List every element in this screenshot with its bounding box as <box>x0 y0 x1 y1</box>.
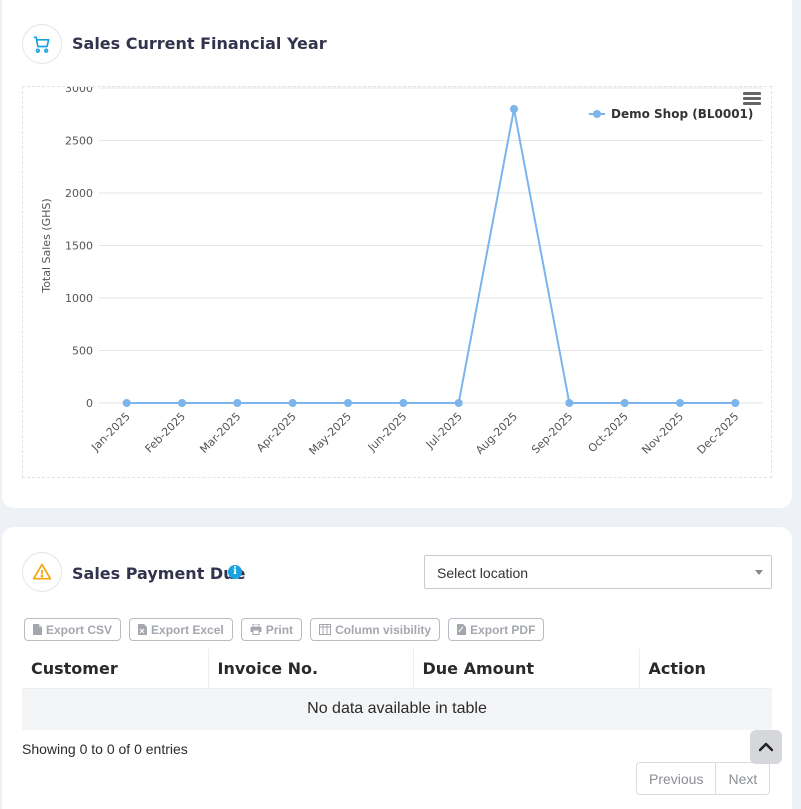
x-tick-label: May-2025 <box>306 410 354 458</box>
data-point <box>288 399 297 407</box>
warning-icon <box>32 563 52 580</box>
file-csv-icon <box>33 624 42 635</box>
payment-due-table: Customer Invoice No. Due Amount Action N… <box>22 649 772 730</box>
sales-payment-due-card: Sales Payment Due i Select location Expo… <box>2 527 792 809</box>
x-tick-label: Aug-2025 <box>473 410 520 457</box>
x-tick-label: Sep-2025 <box>529 410 575 456</box>
table-row: No data available in table <box>22 688 772 730</box>
column-header-due-amount[interactable]: Due Amount <box>412 649 640 689</box>
scroll-to-top-button[interactable] <box>750 730 782 764</box>
data-point <box>344 399 352 407</box>
sales-chart-title: Sales Current Financial Year <box>72 34 327 53</box>
y-tick-label: 1500 <box>65 240 93 253</box>
x-tick-label: Jul-2025 <box>423 410 465 452</box>
y-tick-label: 500 <box>72 345 93 358</box>
previous-page-button[interactable]: Previous <box>637 763 717 794</box>
pagination: Previous Next <box>636 762 771 795</box>
print-button[interactable]: Print <box>240 618 303 641</box>
warning-icon-wrapper <box>22 552 62 592</box>
export-pdf-button[interactable]: Export PDF <box>448 618 545 641</box>
y-tick-label: 2000 <box>65 187 93 200</box>
x-tick-label: Jan-2025 <box>88 410 132 454</box>
series-line <box>126 108 736 404</box>
data-point <box>510 105 518 113</box>
data-point <box>620 399 629 407</box>
y-tick-label: 1000 <box>65 292 93 305</box>
export-csv-button[interactable]: Export CSV <box>24 618 122 641</box>
data-point <box>233 399 242 407</box>
columns-icon <box>319 624 332 635</box>
chevron-up-icon <box>759 742 773 752</box>
legend-label: Demo Shop (BL0001) <box>611 107 753 121</box>
column-visibility-button[interactable]: Column visibility <box>310 618 441 641</box>
payment-due-title: Sales Payment Due <box>72 564 246 583</box>
chart-menu-icon[interactable] <box>743 92 761 106</box>
x-tick-label: Mar-2025 <box>197 410 243 456</box>
x-tick-label: Oct-2025 <box>586 410 631 455</box>
y-tick-label: 0 <box>86 397 93 410</box>
cart-icon <box>33 36 50 53</box>
location-select-value: Select location <box>437 565 529 581</box>
column-header-customer[interactable]: Customer <box>22 649 209 689</box>
print-icon <box>250 624 262 635</box>
x-tick-label: Jun-2025 <box>365 410 410 455</box>
data-point <box>731 399 740 407</box>
x-tick-label: Apr-2025 <box>254 410 299 455</box>
data-point <box>676 399 684 407</box>
x-tick-label: Feb-2025 <box>143 410 189 456</box>
location-select[interactable]: Select location <box>424 555 772 589</box>
chevron-down-icon <box>755 570 763 575</box>
file-excel-icon <box>138 624 148 635</box>
column-visibility-label: Column visibility <box>335 622 432 637</box>
file-pdf-icon <box>457 624 467 635</box>
data-point <box>399 399 408 407</box>
legend-marker <box>593 110 601 118</box>
y-tick-label: 3000 <box>65 87 93 95</box>
print-label: Print <box>265 622 294 637</box>
y-axis-title: Total Sales (GHS) <box>40 198 53 293</box>
export-csv-label: Export CSV <box>46 622 113 637</box>
y-tick-label: 2500 <box>65 135 93 148</box>
x-tick-label: Nov-2025 <box>639 410 686 457</box>
table-header-row: Customer Invoice No. Due Amount Action <box>22 649 772 689</box>
sales-chart-card: Sales Current Financial Year 3000 2500 200… <box>2 0 792 508</box>
data-point <box>565 399 574 407</box>
export-excel-label: Export Excel <box>151 622 224 637</box>
next-page-button[interactable]: Next <box>728 770 758 787</box>
sales-line-chart: 3000 2500 2000 1500 1000 500 0 Total Sales (GHS… <box>40 87 763 458</box>
table-info: Showing 0 to 0 of 0 entries <box>22 741 188 757</box>
export-pdf-label: Export PDF <box>470 622 536 637</box>
cart-icon-wrapper <box>22 24 62 64</box>
x-tick-label: Dec-2025 <box>695 410 742 457</box>
export-excel-button[interactable]: Export Excel <box>129 618 233 641</box>
data-point <box>178 399 186 407</box>
data-point <box>122 399 131 407</box>
column-header-invoice-no[interactable]: Invoice No. <box>207 649 414 689</box>
column-header-action[interactable]: Action <box>638 649 772 689</box>
empty-table-message: No data available in table <box>22 688 772 730</box>
data-point <box>454 399 463 407</box>
export-button-row: Export CSV Export Excel Print Column vis… <box>24 618 545 641</box>
chart-area: 3000 2500 2000 1500 1000 500 0 Total Sales (GHS… <box>22 86 772 478</box>
info-icon[interactable]: i <box>228 565 242 579</box>
